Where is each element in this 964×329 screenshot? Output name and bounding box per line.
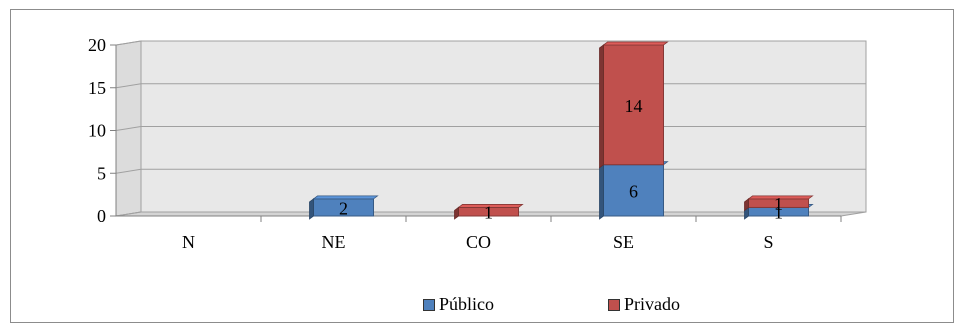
bar-side-face [744, 198, 749, 212]
data-label: 1 [484, 203, 493, 223]
gridline [115, 40, 866, 46]
bar-side-face [309, 198, 314, 220]
bar-top-face [602, 41, 669, 46]
data-label: 6 [629, 181, 638, 201]
data-label: 14 [625, 96, 643, 116]
y-tick-label: 5 [97, 163, 106, 183]
legend-label-publico: Público [439, 294, 495, 314]
data-label: 1 [774, 194, 783, 214]
bar-side-face [599, 163, 604, 220]
bar-top-face [747, 195, 814, 200]
x-tick-label: N [182, 232, 195, 252]
bar-top-face [457, 204, 524, 208]
legend-swatch-publico [423, 298, 435, 311]
y-tick-label: 10 [88, 121, 106, 141]
bar-side-face [454, 206, 459, 220]
y-tick-label: 15 [88, 78, 106, 98]
data-label: 2 [339, 198, 348, 218]
bar-top-face [312, 195, 379, 200]
x-tick-label: S [763, 232, 773, 252]
data-label: 1 [774, 203, 783, 223]
bar-privado-se [603, 44, 664, 166]
legend-item-privado: Privado [608, 294, 680, 315]
y-tick-label: 0 [97, 206, 106, 226]
x-tick-label: NE [322, 232, 346, 252]
chart-frame: 0 5 10 15 20 N NE CO SE S 2 1 6 14 1 1 Público Privad… [10, 9, 954, 323]
legend-label-privado: Privado [624, 294, 680, 314]
bar-side-face [599, 44, 604, 169]
x-tick-label: SE [613, 232, 634, 252]
y-tick-label: 20 [88, 35, 106, 55]
x-tick-label: CO [466, 232, 491, 252]
legend-item-publico: Público [423, 294, 494, 315]
legend-swatch-privado [608, 298, 620, 311]
